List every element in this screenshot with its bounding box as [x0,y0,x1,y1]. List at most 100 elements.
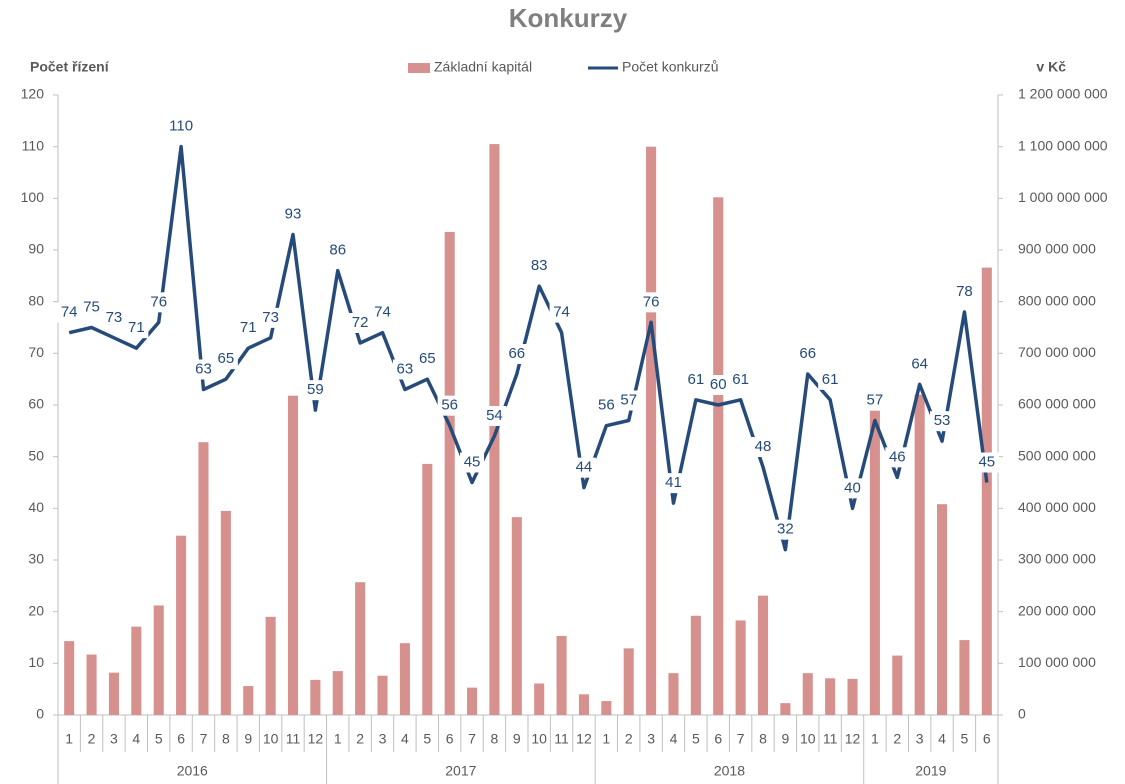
data-label: 57 [867,391,884,408]
data-label-bg [974,452,999,473]
x-tick-label: 1 [602,731,610,747]
data-label: 73 [106,309,123,326]
data-label-bg [952,282,977,302]
bar [601,701,612,715]
data-label-bg [795,344,820,364]
data-label: 74 [374,304,391,321]
bar [467,687,478,715]
data-label: 75 [83,298,100,315]
bar [287,395,299,715]
bar [176,535,187,715]
x-tick-label: 8 [222,731,230,747]
data-label-bg [594,395,619,416]
data-label-bg [504,344,529,364]
x-tick-label: 2 [625,731,633,747]
data-label: 56 [441,397,458,414]
chart-title: Konkurzy [509,3,628,33]
data-label: 46 [889,448,906,465]
bar [847,678,858,715]
data-label: 32 [777,521,794,538]
x-tick-label: 11 [286,731,301,747]
bar [220,510,231,715]
y-tick-label: 100 [21,189,45,205]
data-label: 63 [195,360,212,377]
x-tick-label: 10 [800,731,816,747]
legend-label: Základní kapitál [434,59,532,75]
bar [892,655,903,715]
y2-tick-label: 1 000 000 000 [1018,189,1108,205]
x-tick-label: 8 [759,731,767,747]
y-tick-label: 80 [28,292,44,308]
y-tick-label: 0 [36,706,44,722]
data-label: 61 [688,371,705,388]
x-tick-label: 4 [670,731,678,747]
data-label-bg [818,369,843,390]
data-label-bg [773,519,798,540]
data-label-bg [728,369,753,390]
x-tick-label: 6 [446,731,454,747]
bar [578,694,589,715]
data-label-bg [124,318,149,339]
data-label: 66 [799,345,816,362]
x-tick-label: 10 [263,731,279,747]
x-tick-label: 9 [781,731,789,747]
data-label-bg [460,452,485,473]
bar [355,582,366,715]
bar [757,595,769,715]
bar [377,675,388,715]
x-tick-label: 3 [379,731,387,747]
x-tick-label: 6 [177,731,185,747]
data-label: 48 [755,438,772,455]
bar [422,463,433,715]
data-label-bg [862,390,887,411]
x-tick-label: 4 [401,731,409,747]
data-label-bg [236,318,261,339]
bar [243,686,254,715]
data-label: 71 [240,319,257,336]
x-tick-label: 2 [88,731,96,747]
data-label: 86 [329,242,346,259]
data-label-bg [616,390,641,411]
data-label: 40 [844,479,861,496]
data-label: 53 [934,412,951,429]
legend-label: Počet konkurzů [622,59,719,75]
x-tick-label: 10 [531,731,547,747]
data-label-bg [415,349,440,370]
x-tick-label: 5 [692,731,700,747]
y-tick-label: 120 [21,86,45,102]
bar [713,197,724,716]
y-tick-label: 50 [28,447,44,463]
x-tick-label: 3 [110,731,118,747]
y2-axis-label: v Kč [1036,59,1066,75]
bar [310,679,321,715]
y-tick-label: 90 [28,241,44,257]
bar [914,394,925,715]
y-tick-label: 70 [28,344,44,360]
data-label-bg [392,359,417,380]
y2-tick-label: 700 000 000 [1018,344,1096,360]
y-tick-label: 60 [28,396,44,412]
group-label: 2019 [915,763,946,779]
x-tick-label: 7 [200,731,208,747]
bar [780,703,791,715]
bar [198,442,209,715]
bar [959,640,970,715]
data-label: 74 [61,304,78,321]
data-label: 76 [643,293,660,310]
y2-tick-label: 200 000 000 [1018,602,1096,618]
data-label: 74 [553,304,570,321]
data-label-bg [258,307,283,328]
data-label-bg [527,256,552,277]
x-tick-label: 6 [714,731,722,747]
bar [332,671,343,715]
x-tick-label: 3 [916,731,924,747]
bar [534,683,545,715]
data-label-bg [169,116,194,137]
data-label-bg [639,292,664,313]
data-label: 78 [956,283,973,300]
y2-tick-label: 1 100 000 000 [1018,137,1108,153]
data-label-bg [191,359,216,380]
x-tick-label: 1 [334,731,342,747]
data-label: 83 [531,257,548,274]
